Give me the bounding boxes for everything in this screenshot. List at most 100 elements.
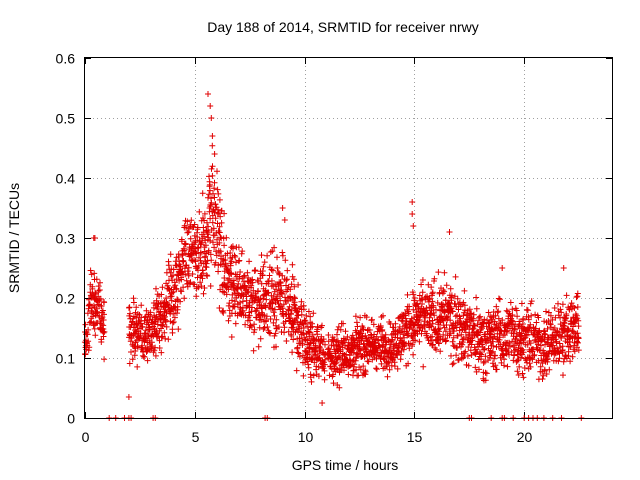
- data-point: [405, 310, 412, 317]
- data-point: [262, 318, 269, 325]
- data-point: [528, 298, 535, 305]
- data-point: [370, 321, 377, 328]
- data-point: [283, 277, 290, 284]
- data-point: [343, 351, 350, 358]
- data-point: [302, 317, 309, 324]
- data-point: [340, 320, 347, 327]
- data-point: [409, 341, 416, 348]
- data-point: [99, 307, 106, 314]
- data-point: [307, 313, 314, 320]
- data-point: [228, 334, 235, 340]
- data-point: [196, 208, 203, 215]
- data-point: [545, 356, 551, 362]
- data-point: [158, 291, 165, 298]
- data-point: [274, 265, 281, 271]
- data-point: [242, 321, 249, 328]
- data-point: [501, 332, 508, 338]
- data-point: [320, 336, 327, 343]
- data-point: [278, 290, 285, 296]
- data-point: [281, 324, 288, 331]
- data-point: [400, 346, 407, 353]
- data-point: [240, 273, 247, 280]
- data-point: [252, 267, 259, 274]
- data-point: [519, 346, 526, 353]
- data-point: [465, 344, 472, 350]
- data-point: [334, 331, 340, 338]
- data-point: [127, 310, 133, 317]
- data-point: [565, 327, 572, 334]
- data-point: [100, 329, 107, 336]
- data-point: [222, 260, 229, 267]
- data-point: [344, 333, 351, 340]
- data-point: [226, 275, 233, 282]
- data-point: [255, 278, 262, 285]
- data-point: [294, 349, 301, 356]
- data-point: [514, 313, 521, 320]
- data-point: [385, 358, 392, 365]
- data-point: [437, 325, 443, 332]
- data-point: [363, 314, 370, 321]
- data-point: [247, 322, 254, 329]
- data-point: [461, 309, 468, 316]
- data-point: [308, 378, 315, 385]
- data-point: [436, 340, 442, 347]
- data-point: [449, 361, 456, 368]
- data-point: [82, 351, 89, 358]
- data-point: [527, 340, 534, 347]
- data-point: [82, 321, 89, 328]
- data-point: [277, 297, 284, 304]
- data-point: [501, 356, 508, 363]
- data-point: [506, 339, 513, 346]
- data-point: [309, 323, 316, 330]
- data-point: [557, 306, 564, 313]
- data-point: [528, 312, 535, 319]
- data-point: [210, 190, 216, 197]
- data-point: [330, 380, 337, 387]
- data-point: [495, 295, 502, 302]
- data-point: [386, 366, 393, 373]
- data-point: [416, 316, 423, 323]
- data-point: [267, 316, 274, 322]
- data-point: [91, 270, 98, 277]
- data-point: [144, 357, 151, 364]
- data-point: [93, 308, 100, 315]
- data-point: [473, 305, 480, 312]
- data-point: [165, 285, 172, 292]
- data-point: [183, 224, 190, 231]
- data-point: [189, 271, 196, 277]
- data-point: [232, 320, 239, 327]
- data-point: [345, 343, 351, 349]
- data-point: [258, 252, 265, 259]
- data-point: [208, 165, 215, 172]
- data-point: [535, 314, 542, 321]
- data-point: [405, 332, 412, 338]
- data-point: [409, 211, 416, 217]
- data-point: [473, 294, 480, 301]
- data-point: [100, 322, 107, 329]
- data-point: [210, 225, 217, 232]
- data-point: [426, 314, 433, 321]
- data-point: [436, 289, 443, 296]
- data-point: [431, 312, 438, 319]
- data-point: [429, 333, 436, 340]
- data-point: [557, 314, 564, 321]
- data-point: [435, 269, 442, 276]
- data-point: [268, 283, 275, 290]
- data-point: [211, 244, 218, 251]
- data-point: [442, 328, 449, 335]
- data-point: [199, 275, 206, 282]
- data-point: [204, 273, 211, 279]
- data-point: [455, 356, 462, 363]
- data-point: [545, 309, 552, 316]
- data-point: [468, 352, 475, 358]
- data-point: [168, 297, 175, 304]
- data-point: [301, 317, 308, 324]
- data-point: [209, 133, 216, 139]
- data-point: [574, 304, 581, 310]
- data-point: [431, 275, 438, 282]
- y-tick-label: 0.3: [56, 231, 76, 247]
- data-point: [207, 283, 214, 289]
- data-point: [303, 312, 310, 319]
- data-point: [447, 285, 454, 292]
- data-point: [520, 349, 527, 356]
